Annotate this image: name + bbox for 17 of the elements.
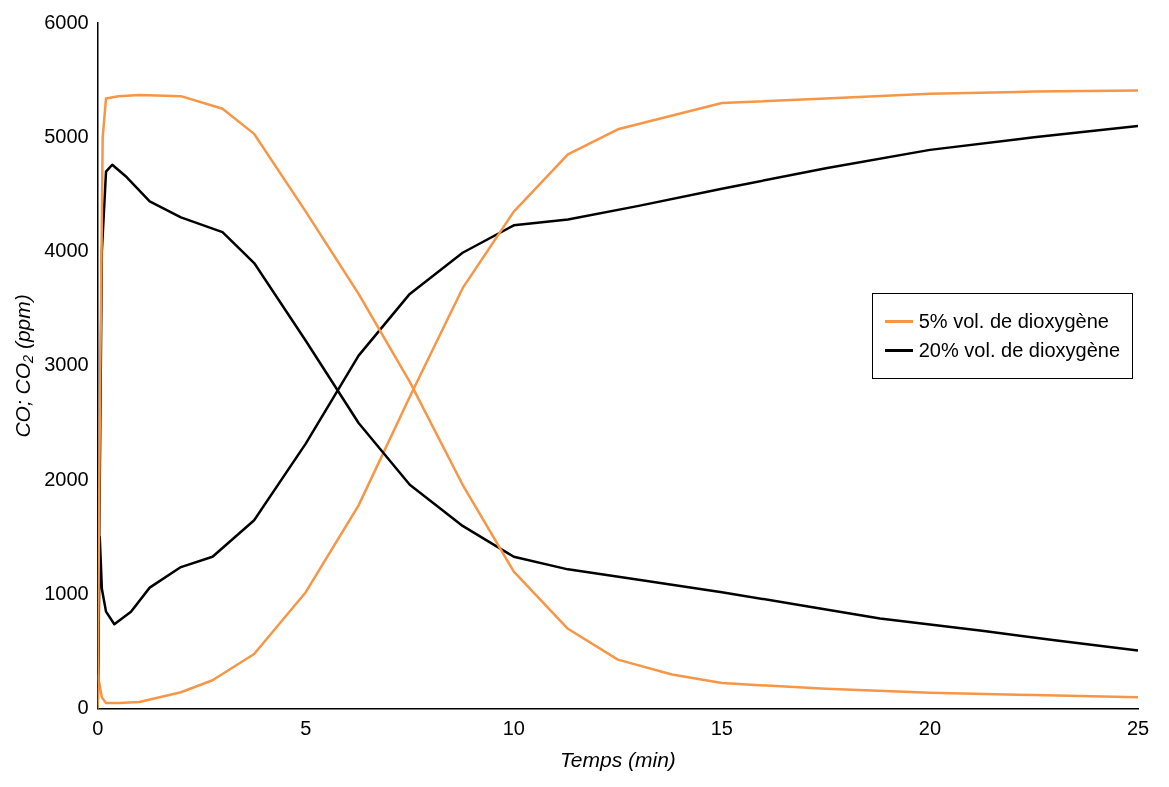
y-tick-label: 4000	[44, 239, 89, 262]
x-tick-label: 20	[918, 717, 942, 740]
x-tick-label: 0	[92, 717, 104, 740]
y-tick-label: 3000	[44, 353, 89, 376]
x-axis-title: Temps (min)	[559, 748, 676, 772]
legend-label: 5% vol. de dioxygène	[918, 310, 1109, 333]
y-tick-label: 5000	[44, 124, 89, 147]
y-tick-label: 0	[77, 696, 89, 719]
y-axis-title: CO; CO₂ (ppm)	[11, 294, 35, 438]
y-tick-label: 6000	[44, 10, 89, 33]
y-tick-label: 2000	[44, 467, 89, 490]
legend-label: 20% vol. de dioxygène	[918, 339, 1120, 362]
x-tick-label: 5	[300, 717, 312, 740]
y-tick-label: 1000	[44, 582, 89, 605]
x-tick-label: 15	[710, 717, 733, 740]
x-tick-label: 25	[1126, 717, 1150, 740]
x-tick-label: 10	[502, 717, 525, 740]
